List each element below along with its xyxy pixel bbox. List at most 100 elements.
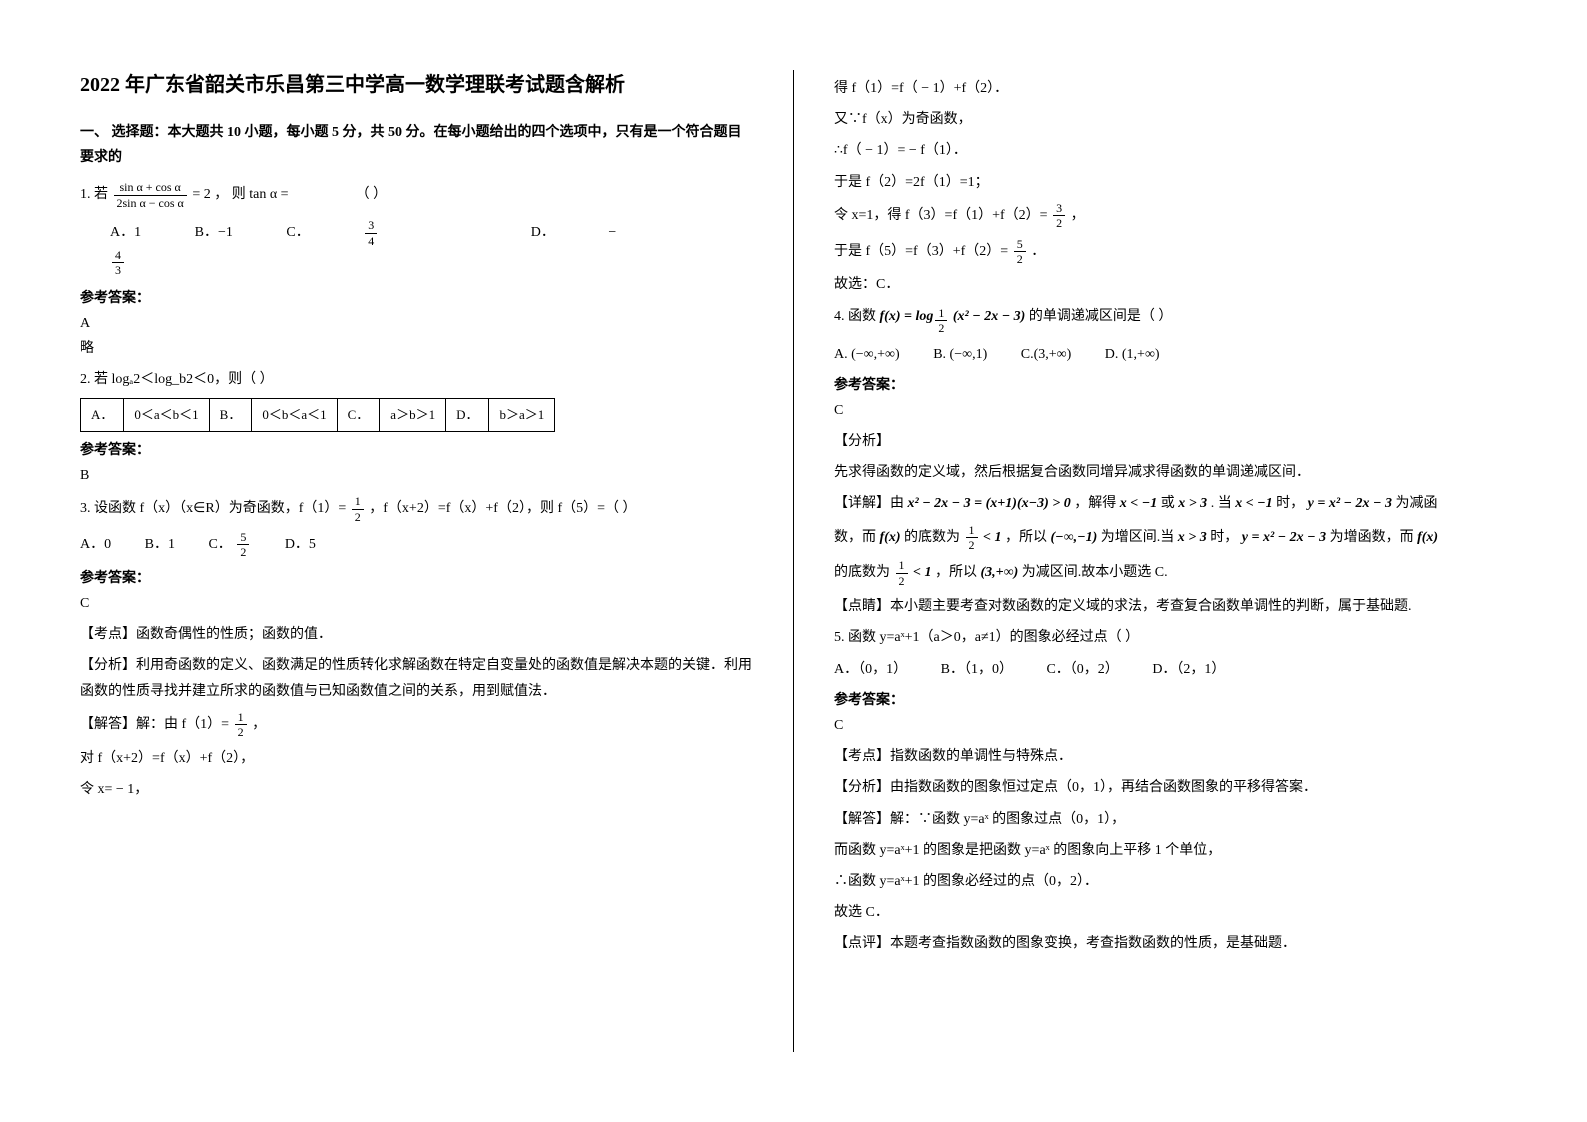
q4-ans-label: 参考答案： — [834, 373, 1507, 398]
q4-fx: f(x) = log — [880, 309, 934, 324]
q3-f1-num: 1 — [352, 494, 364, 509]
q4-l2fx: f(x) — [880, 530, 901, 545]
q2-cellB: B． — [209, 399, 252, 431]
q4-l2c: ，所以 — [1005, 530, 1051, 545]
q4-inner: (x² − 2x − 3) — [953, 309, 1026, 324]
q2-cellB2: 0＜b＜a＜1 — [252, 399, 337, 431]
q4-sub-den: 2 — [935, 321, 947, 335]
q5-stem: 5. 函数 y=aˣ+1（a＞0，a≠1）的图象必经过点（ ） — [834, 625, 1507, 650]
c2-l5: 令 x=1，得 f（3）=f（1）+f（2）= 3 2 ， — [834, 201, 1507, 231]
q5-ana: 【分析】由指数函数的图象恒过定点（0，1），再结合函数图象的平移得答案． — [834, 775, 1507, 800]
q1-optC-frac: 3 4 — [365, 218, 427, 248]
q4-l2a: 数，而 — [834, 530, 880, 545]
q4-fx2: f(x) — [1417, 530, 1438, 545]
q5-ans: C — [834, 713, 1507, 738]
q1-after: = 2 ， 则 tan α = — [192, 187, 292, 202]
q4-int1: (−∞,−1) — [1050, 530, 1097, 545]
q5-cm: 【点评】本题考查指数函数的图象变换，考查指数函数的性质，是基础题． — [834, 931, 1507, 956]
q4-pt: 【点睛】本小题主要考查对数函数的定义域的求法，考查复合函数单调性的判断，属于基础… — [834, 594, 1507, 619]
q3-f1-den: 2 — [352, 510, 364, 524]
q2-cellC2: a＞b＞1 — [380, 399, 446, 431]
q5-sol4: 故选 C． — [834, 900, 1507, 925]
q4-det-eq: x² − 2x − 3 = (x+1)(x−3) > 0 — [908, 496, 1071, 511]
c2-l6-num: 5 — [1014, 237, 1026, 252]
c2-l5-after: ， — [1071, 208, 1085, 223]
q1-frac-den: 2sin α − cos α — [114, 196, 187, 210]
right-column: 得 f（1）=f（ − 1）+f（2）． 又∵f（x）为奇函数， ∴f（ − 1… — [804, 70, 1537, 1052]
q4-sub-num: 1 — [935, 306, 947, 321]
q4-l2d: 为增区间.当 — [1101, 530, 1178, 545]
q1-optD-den: 3 — [112, 263, 124, 277]
column-divider — [793, 70, 794, 1052]
c2-l6: 于是 f（5）=f（3）+f（2）= 5 2 ． — [834, 237, 1507, 267]
q4-optA: A. (−∞,+∞) — [834, 347, 900, 362]
q5-sol1: 【解答】解：∵函数 y=aˣ 的图象过点（0，1）， — [834, 807, 1507, 832]
q2-cellA2: 0＜a＜b＜1 — [124, 399, 209, 431]
q1-optC-pre: C． — [286, 225, 309, 240]
q2-ans-label: 参考答案： — [80, 438, 753, 463]
q4-lt1b: < 1 — [913, 566, 931, 581]
c2-l6-frac: 5 2 — [1014, 237, 1026, 267]
c2-l4: 于是 f（2）=2f（1）=1； — [834, 170, 1507, 195]
q3-optB: B．1 — [145, 537, 175, 552]
q3-options: A．0 B．1 C． 5 2 D．5 — [80, 530, 753, 560]
q4-det-or: 或 — [1161, 496, 1179, 511]
q4-l3b: ，所以 — [935, 566, 981, 581]
c2-l6-den: 2 — [1014, 252, 1026, 266]
q4-int2: (3,+∞) — [980, 566, 1018, 581]
q1-frac-num: sin α + cos α — [114, 180, 187, 195]
q4-det-r1: x < −1 — [1120, 496, 1157, 511]
c2-l5-den: 2 — [1053, 216, 1065, 230]
q4-det-tail1: 为减函 — [1396, 496, 1438, 511]
q4-after: 的单调递减区间是（ ） — [1029, 309, 1173, 324]
c2-l5-pre: 令 x=1，得 f（3）=f（1）+f（2）= — [834, 208, 1051, 223]
q5-sol2: 而函数 y=aˣ+1 的图象是把函数 y=aˣ 的图象向上平移 1 个单位， — [834, 838, 1507, 863]
q3-mid: ，f（x+2）=f（x）+f（2），则 f（5）=（ ） — [369, 501, 636, 516]
q2-options-table: A． 0＜a＜b＜1 B． 0＜b＜a＜1 C． a＞b＞1 D． b＞a＞1 — [80, 398, 555, 431]
q4-xgt3: x > 3 — [1178, 530, 1207, 545]
q3-stem: 3. 设函数 f（x）（x∈R）为奇函数，f（1）= 1 2 ，f（x+2）=f… — [80, 494, 753, 524]
q4-det-y2: y = x² − 2x − 3 — [1242, 530, 1326, 545]
q1-stem: 1. 若 sin α + cos α 2sin α − cos α = 2 ， … — [80, 180, 753, 210]
q5-optC: C．（0，2） — [1046, 662, 1118, 677]
q3-sol1-after: ， — [252, 717, 266, 732]
q1-optD-neg: − — [608, 225, 616, 240]
q4-lt1a: < 1 — [983, 530, 1001, 545]
q5-options: A．（0，1） B．（1，0） C．（0，2） D．（2，1） — [834, 657, 1507, 682]
q5-ans-label: 参考答案： — [834, 688, 1507, 713]
q1-options: A．1 B．−1 C． 3 4 D． − 4 3 — [110, 218, 753, 278]
q5-optD: D．（2，1） — [1152, 662, 1225, 677]
q4-half1-num: 1 — [966, 523, 978, 538]
q3-ans-label: 参考答案： — [80, 566, 753, 591]
q4-det-r3: x < −1 — [1235, 496, 1272, 511]
q3-optC-num: 5 — [237, 530, 249, 545]
q4-ans: C — [834, 398, 1507, 423]
q3-optC-pre: C． — [208, 537, 231, 552]
q1-ans: A — [80, 311, 753, 336]
q1-note: 略 — [80, 336, 753, 361]
q4-l2e: 时， — [1210, 530, 1238, 545]
q3-sol1-den: 2 — [235, 725, 247, 739]
q4-l3a: 的底数为 — [834, 566, 894, 581]
c2-l5-num: 3 — [1053, 201, 1065, 216]
q4-l2f: 为增函数，而 — [1330, 530, 1418, 545]
c2-l5-frac: 3 2 — [1053, 201, 1065, 231]
q5-pt: 【考点】指数函数的单调性与特殊点． — [834, 744, 1507, 769]
q1-paren: （ ） — [356, 187, 388, 202]
q3-analysis: 【分析】利用奇函数的定义、函数满足的性质转化求解函数在特定自变量处的函数值是解决… — [80, 653, 753, 703]
q4-options: A. (−∞,+∞) B. (−∞,1) C.(3,+∞) D. (1,+∞) — [834, 342, 1507, 367]
q3-ans: C — [80, 591, 753, 616]
q3-sol1-num: 1 — [235, 710, 247, 725]
q4-l2b: 的底数为 — [904, 530, 964, 545]
q2-cellC: C． — [337, 399, 380, 431]
q4-pre: 4. 函数 — [834, 309, 880, 324]
q4-half-frac2: 1 2 — [896, 558, 908, 588]
q4-det-r2: x > 3 — [1178, 496, 1207, 511]
q1-frac: sin α + cos α 2sin α − cos α — [114, 180, 187, 210]
q1-ans-label: 参考答案： — [80, 286, 753, 311]
q2-ans: B — [80, 463, 753, 488]
q4-ana-head: 【分析】 — [834, 429, 1507, 454]
q4-optD: D. (1,+∞) — [1105, 347, 1160, 362]
q1-optD-frac: 4 3 — [112, 248, 174, 278]
q4-ana: 先求得函数的定义域，然后根据复合函数同增异减求得函数的单调递减区间． — [834, 460, 1507, 485]
